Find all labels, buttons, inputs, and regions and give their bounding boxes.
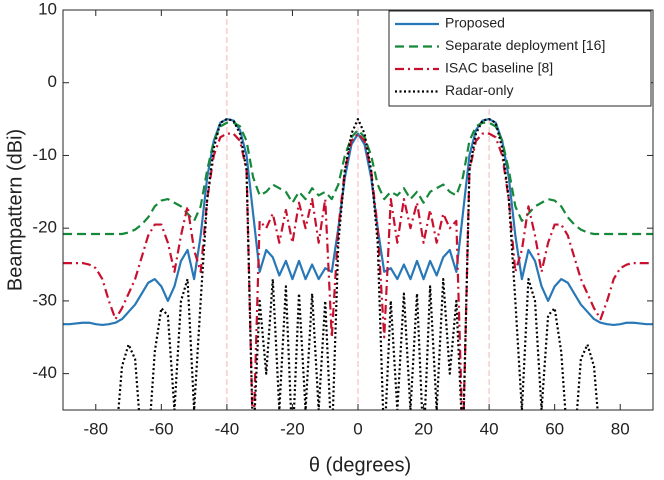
x-tick-label: 60 <box>545 419 564 438</box>
series-line <box>63 132 653 410</box>
legend-label: Separate deployment [16] <box>445 37 605 53</box>
y-tick-label: -20 <box>32 218 57 237</box>
y-tick-label: -30 <box>32 290 57 309</box>
x-tick-label: 20 <box>414 419 433 438</box>
y-tick-label: 10 <box>38 0 57 18</box>
y-tick-label: 0 <box>48 72 57 91</box>
legend: Proposed Separate deployment [16] ISAC bas… <box>388 10 652 107</box>
y-tick-label: -10 <box>32 145 57 164</box>
x-tick-label: -20 <box>280 419 305 438</box>
series-line <box>63 121 653 236</box>
x-tick-label: 40 <box>480 419 499 438</box>
legend-label: Radar-only <box>445 82 513 98</box>
x-tick-label: -40 <box>215 419 240 438</box>
series-line <box>117 117 599 410</box>
x-tick-label: -60 <box>149 419 174 438</box>
x-tick-label: 0 <box>353 419 362 438</box>
plot-lines <box>63 117 653 410</box>
y-tick-label: -40 <box>32 363 57 382</box>
x-tick-label: -80 <box>83 419 108 438</box>
x-tick-label: 80 <box>611 419 630 438</box>
series-line <box>63 117 653 327</box>
x-axis-label: θ (degrees) <box>309 454 411 476</box>
legend-label: ISAC baseline [8] <box>445 60 553 76</box>
legend-label: Proposed <box>445 15 505 31</box>
y-axis-label: Beampattern (dBi) <box>4 129 26 291</box>
legend-box <box>388 10 652 107</box>
